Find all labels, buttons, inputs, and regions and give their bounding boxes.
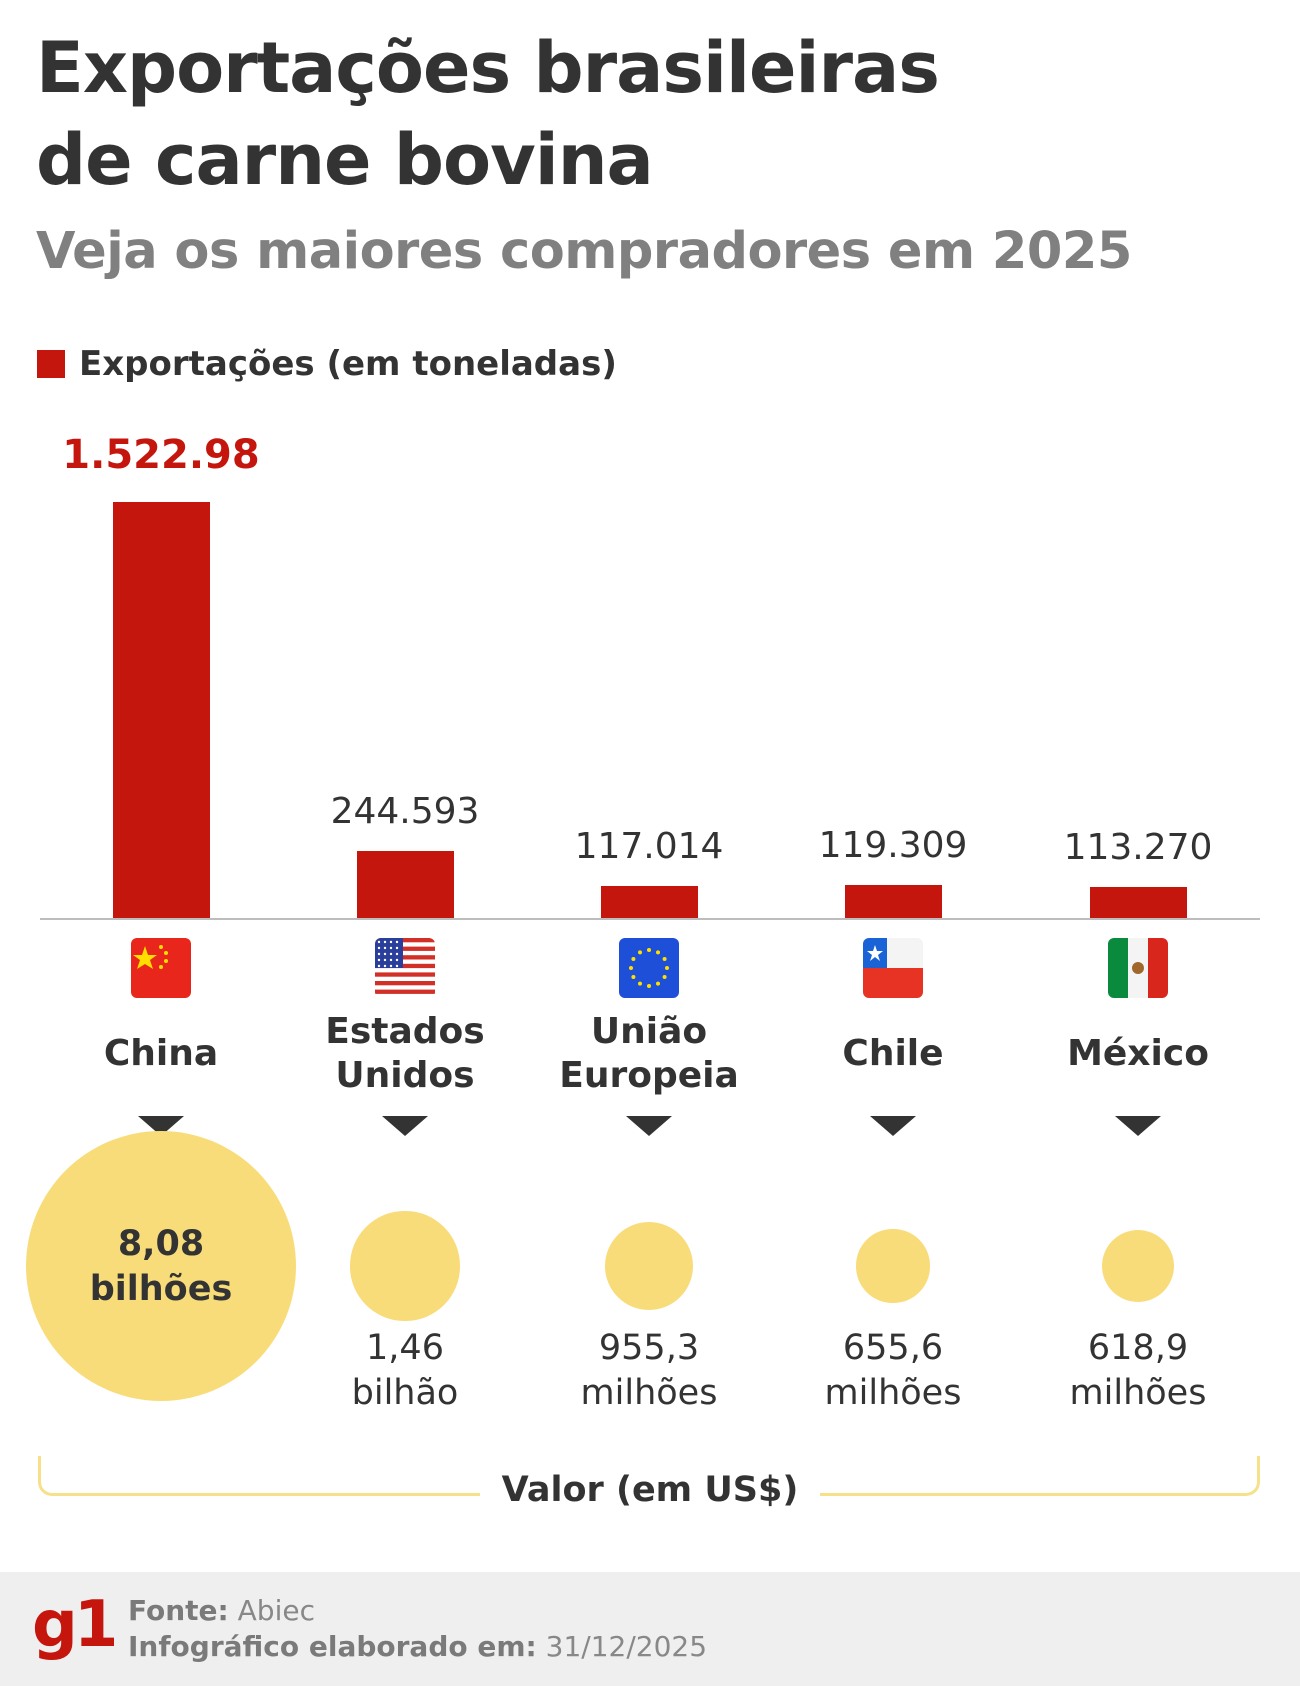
bubble-value-line: 618,9: [1087, 1328, 1189, 1368]
bubble-value-line: 1,46: [366, 1328, 444, 1368]
value-bracket-label: Valor (em US$): [480, 1470, 820, 1510]
value-bubble: [350, 1211, 460, 1321]
chile-flag-icon: [863, 938, 923, 998]
country-name: Chile: [783, 1032, 1003, 1076]
country-name: China: [51, 1032, 271, 1076]
legend-label: Exportações (em toneladas): [79, 344, 617, 384]
bar-value-label: 113.270: [1063, 827, 1213, 869]
bubble-value-label: 8,08 bilhões: [41, 1222, 281, 1312]
value-bubble: [856, 1229, 930, 1303]
eu-flag-icon: [619, 938, 679, 998]
country-name-line: Unidos: [335, 1055, 475, 1096]
x-axis-line: [40, 918, 1260, 920]
country-name-line: China: [103, 1033, 219, 1074]
arrow-down-icon: [382, 1116, 428, 1136]
bubble-value-line: bilhões: [89, 1269, 233, 1309]
chart-subtitle: Veja os maiores compradores em 2025: [36, 222, 1132, 281]
usa-flag-icon: [375, 938, 435, 998]
country-name: Estados Unidos: [295, 1010, 515, 1098]
chart-title: Exportações brasileiras de carne bovina: [36, 22, 940, 206]
legend: Exportações (em toneladas): [37, 344, 617, 384]
arrow-down-icon: [870, 1116, 916, 1136]
source-label: Fonte:: [128, 1594, 229, 1627]
bubble-value-label: 1,46 bilhão: [285, 1326, 525, 1416]
bar-value-label: 117.014: [574, 826, 724, 868]
value-bubble: [26, 1131, 296, 1401]
title-line-2: de carne bovina: [36, 119, 654, 201]
bar-value-label: 1.522.98: [62, 432, 260, 478]
bar-1: [112, 502, 210, 918]
arrow-down-icon: [1115, 1116, 1161, 1136]
title-line-1: Exportações brasileiras: [36, 27, 940, 109]
bubble-value-line: milhões: [824, 1373, 962, 1413]
date-value: 31/12/2025: [545, 1630, 708, 1663]
bubble-value-line: 955,3: [598, 1328, 700, 1368]
bar-2: [356, 851, 454, 918]
bar-3: [600, 886, 698, 918]
bubble-value-label: 655,6 milhões: [773, 1326, 1013, 1416]
country-name-line: Chile: [842, 1033, 944, 1074]
country-name-line: México: [1067, 1033, 1209, 1074]
bubble-value-line: 8,08: [117, 1224, 205, 1264]
g1-logo: g1: [32, 1588, 118, 1662]
source-value: Abiec: [237, 1594, 315, 1627]
bar-value-label: 244.593: [330, 791, 480, 833]
source-line: Fonte: Abiec: [128, 1594, 315, 1627]
bubble-value-label: 618,9 milhões: [1018, 1326, 1258, 1416]
bubble-value-line: bilhão: [351, 1373, 459, 1413]
value-bubble: [1102, 1230, 1174, 1302]
country-name-line: Estados: [325, 1011, 485, 1052]
footer: [0, 1572, 1300, 1686]
date-label: Infográfico elaborado em:: [128, 1630, 537, 1663]
country-name: México: [1028, 1032, 1248, 1076]
bubble-value-label: 955,3 milhões: [529, 1326, 769, 1416]
bubble-value-line: milhões: [1069, 1373, 1207, 1413]
value-bubble: [604, 1221, 694, 1311]
bar-4: [844, 885, 942, 918]
arrow-down-icon: [626, 1116, 672, 1136]
bar-value-label: 119.309: [818, 825, 968, 867]
date-line: Infográfico elaborado em: 31/12/2025: [128, 1630, 707, 1663]
bubble-value-line: milhões: [580, 1373, 718, 1413]
mexico-flag-icon: [1108, 938, 1168, 998]
legend-swatch: [37, 350, 65, 378]
china-flag-icon: [131, 938, 191, 998]
country-name-line: Europeia: [559, 1055, 739, 1096]
bubble-value-line: 655,6: [842, 1328, 944, 1368]
country-name: União Europeia: [539, 1010, 759, 1098]
country-name-line: União: [590, 1011, 708, 1052]
bar-5: [1089, 887, 1187, 918]
